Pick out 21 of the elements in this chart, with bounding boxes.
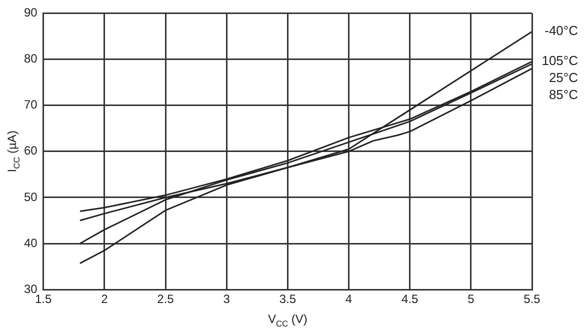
series-label: -40°C (544, 23, 578, 38)
y-tick-label: 30 (24, 282, 38, 296)
x-tick-label: 2.5 (157, 292, 174, 306)
series-label: 105°C (542, 53, 578, 68)
x-tick-label: 2 (101, 292, 108, 306)
series-label: 85°C (548, 87, 578, 102)
y-axis-title: ICC (µA) (5, 130, 22, 172)
y-tick-label: 80 (24, 52, 38, 66)
y-tick-label: 50 (24, 190, 38, 204)
x-tick-label: 4 (345, 292, 352, 306)
x-tick-label: 1.5 (35, 292, 52, 306)
x-tick-label: 4.5 (401, 292, 418, 306)
series-label: 25°C (548, 70, 578, 86)
x-tick-label: 5 (468, 292, 475, 306)
y-tick-label: 70 (24, 98, 38, 112)
x-tick-label: 5.5 (524, 292, 541, 306)
y-tick-label: 90 (24, 6, 38, 20)
y-tick-label: 40 (24, 236, 38, 250)
x-tick-label: 3 (223, 292, 230, 306)
x-tick-label: 3.5 (279, 292, 296, 306)
y-tick-label: 60 (24, 144, 38, 158)
